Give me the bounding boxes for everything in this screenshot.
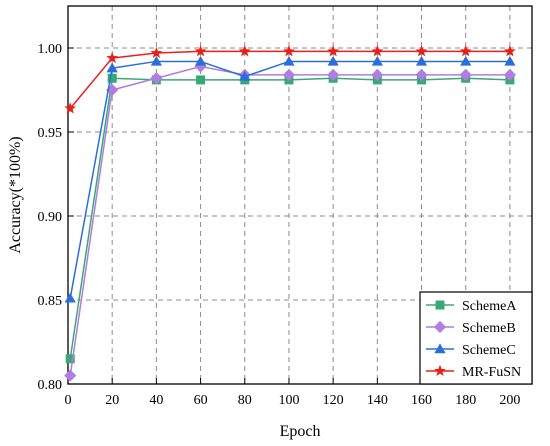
- data-point-schemea-1: [107, 73, 117, 83]
- y-tick-label-4: 1.00: [38, 42, 63, 57]
- data-point-mr-fusn-5: [283, 45, 295, 57]
- legend-label-schemeb: SchemeB: [462, 321, 516, 336]
- legend-marker-mr-fusn: [434, 364, 446, 377]
- series-schemec: [64, 55, 516, 303]
- data-point-schemec-6: [327, 55, 339, 66]
- data-point-schemec-8: [415, 55, 428, 66]
- x-tick-label-1: 20: [105, 393, 119, 408]
- data-point-schemea-3: [196, 75, 206, 85]
- data-point-mr-fusn-2: [150, 46, 163, 59]
- data-point-mr-fusn-0: [64, 102, 77, 114]
- data-point-schemec-4: [239, 70, 251, 81]
- series-line-schemec: [69, 60, 510, 299]
- series-lines: [64, 45, 516, 382]
- legend-marker-schemeb: [433, 320, 447, 334]
- x-tick-label-6: 120: [323, 393, 344, 408]
- data-point-schemeb-2: [150, 72, 163, 85]
- data-point-mr-fusn-9: [459, 45, 472, 57]
- data-point-schemeb-9: [459, 68, 472, 81]
- y-tick-label-1: 0.85: [38, 294, 63, 309]
- legend-marker-schemea: [435, 300, 445, 310]
- y-tick-label-3: 0.95: [38, 126, 63, 141]
- legend-label-schemec: SchemeC: [462, 343, 516, 358]
- data-point-schemec-9: [460, 55, 472, 66]
- data-point-schemeb-8: [415, 68, 428, 81]
- x-axis-title: Epoch: [280, 423, 321, 440]
- data-point-schemec-10: [504, 55, 516, 66]
- series-mr-fusn: [64, 45, 516, 114]
- data-point-schemeb-0: [64, 369, 77, 382]
- data-point-mr-fusn-4: [238, 45, 251, 57]
- plot-frame: [67, 5, 533, 385]
- x-tick-label-9: 180: [455, 393, 476, 408]
- data-point-mr-fusn-10: [504, 45, 516, 57]
- y-axis-title: Accuracy(*100%): [7, 136, 24, 253]
- x-tick-label-7: 140: [367, 393, 388, 408]
- data-point-schemea-0: [65, 354, 75, 364]
- x-tick-label-0: 0: [65, 393, 72, 408]
- x-tick-label-8: 160: [411, 393, 432, 408]
- x-tick-label-3: 60: [194, 393, 208, 408]
- data-point-schemeb-5: [282, 68, 296, 81]
- x-tick-label-5: 100: [278, 393, 299, 408]
- legend-label-schemea: SchemeA: [462, 299, 517, 314]
- data-point-schemec-2: [150, 55, 163, 66]
- data-point-schemeb-6: [327, 68, 340, 81]
- data-point-schemec-0: [64, 292, 76, 303]
- data-point-mr-fusn-1: [106, 51, 119, 64]
- data-point-schemec-5: [283, 55, 295, 66]
- x-tick-label-2: 40: [149, 393, 163, 408]
- data-point-schemeb-10: [503, 68, 516, 81]
- legend: SchemeA SchemeB SchemeC MR-FuSN: [419, 291, 533, 385]
- x-tick-label-4: 80: [238, 393, 252, 408]
- data-point-mr-fusn-8: [415, 45, 428, 57]
- data-point-mr-fusn-6: [327, 45, 340, 57]
- data-point-schemeb-7: [371, 68, 384, 81]
- data-point-mr-fusn-7: [371, 45, 384, 57]
- data-point-schemec-1: [106, 62, 118, 73]
- data-point-mr-fusn-3: [194, 45, 207, 57]
- tick-labels: 0 20 40 60 80 100 120 140 160 180 200 0.80 0.85 0.90 0…: [38, 42, 521, 408]
- y-tick-label-0: 0.80: [38, 378, 63, 393]
- data-point-schemec-3: [194, 55, 207, 66]
- legend-label-mr-fusn: MR-FuSN: [462, 365, 521, 380]
- legend-marker-schemec: [434, 343, 446, 354]
- y-tick-label-2: 0.90: [38, 210, 63, 225]
- data-point-schemec-7: [371, 55, 383, 66]
- x-tick-label-10: 200: [499, 393, 520, 408]
